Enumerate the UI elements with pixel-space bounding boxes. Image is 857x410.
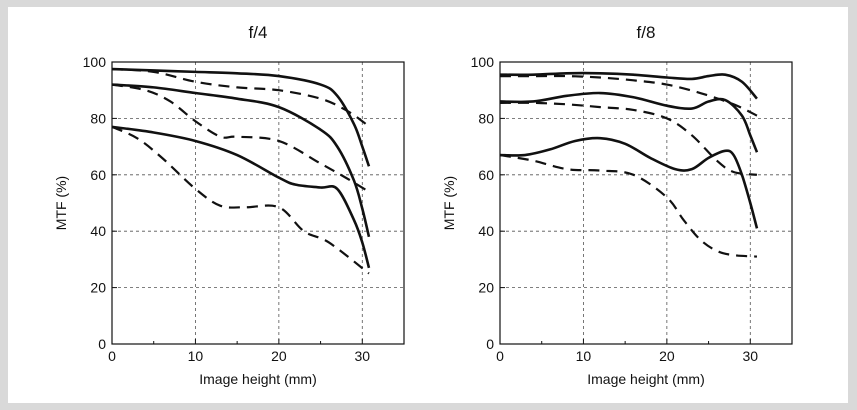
- chart-title: f/8: [637, 23, 656, 42]
- y-tick-label: 60: [478, 167, 494, 183]
- x-axis-label: Image height (mm): [587, 371, 704, 387]
- x-tick-label: 30: [742, 348, 758, 364]
- y-tick-label: 60: [90, 167, 106, 183]
- series-line-3: [499, 101, 758, 176]
- x-axis-label: Image height (mm): [199, 371, 316, 387]
- series-line-4: [499, 136, 759, 229]
- x-tick-label: 20: [271, 348, 287, 364]
- series-line-1: [111, 67, 370, 128]
- y-axis-label: MTF (%): [441, 176, 457, 230]
- y-tick-label: 40: [478, 223, 494, 239]
- plot-frame: [111, 61, 405, 345]
- series-line-5: [111, 125, 370, 275]
- y-axis-label: MTF (%): [53, 176, 69, 230]
- series-line-4: [111, 125, 371, 269]
- series-line-2: [111, 83, 371, 238]
- x-tick-label: 10: [188, 348, 204, 364]
- chart-title: f/4: [249, 23, 268, 42]
- series-line-3: [111, 83, 370, 193]
- chart-panel-1: f/8 0 20 40 60 80 100 0 10 20 30 Image height (mm) M…: [441, 23, 793, 387]
- y-tick-label: 20: [90, 280, 106, 296]
- y-tick-label: 100: [83, 54, 107, 70]
- y-tick-label: 80: [478, 110, 494, 126]
- x-tick-label: 0: [496, 348, 504, 364]
- x-tick-label: 0: [108, 348, 116, 364]
- chart-canvas: f/4 0 20 40 60 80 100 0 10 20 30 Image height (mm) M…: [8, 7, 848, 403]
- series-line-0: [499, 71, 758, 100]
- y-tick-label: 0: [486, 336, 494, 352]
- series-line-1: [499, 74, 758, 117]
- series-line-5: [499, 153, 758, 258]
- series-line-0: [111, 67, 371, 167]
- x-tick-label: 20: [659, 348, 675, 364]
- series-line-2: [499, 91, 759, 153]
- y-tick-label: 20: [478, 280, 494, 296]
- plot-frame: [499, 61, 793, 345]
- y-tick-label: 100: [471, 54, 495, 70]
- y-tick-label: 0: [98, 336, 106, 352]
- x-tick-label: 10: [576, 348, 592, 364]
- y-tick-label: 40: [90, 223, 106, 239]
- y-tick-label: 80: [90, 110, 106, 126]
- chart-panel-0: f/4 0 20 40 60 80 100 0 10 20 30 Image height (mm) M…: [53, 23, 405, 387]
- x-tick-label: 30: [354, 348, 370, 364]
